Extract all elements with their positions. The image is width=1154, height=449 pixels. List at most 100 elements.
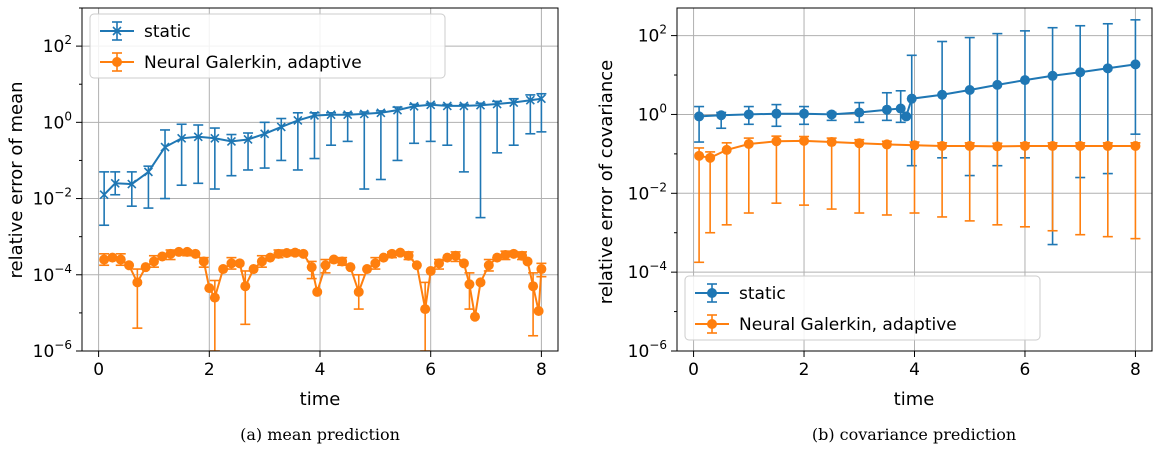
data-point xyxy=(528,281,539,292)
data-point xyxy=(434,258,444,269)
data-point xyxy=(854,107,865,118)
legend-item-adaptive: Neural Galerkin, adaptive xyxy=(100,52,362,73)
data-point xyxy=(234,258,245,269)
data-point xyxy=(1102,63,1113,74)
data-point xyxy=(243,134,253,145)
data-point xyxy=(190,248,201,259)
data-point xyxy=(409,101,419,111)
legend-label: Neural Galerkin, adaptive xyxy=(144,53,362,73)
data-point xyxy=(143,167,153,177)
data-point xyxy=(771,136,782,147)
data-point xyxy=(99,190,109,200)
data-point xyxy=(771,108,782,119)
data-point xyxy=(475,277,486,288)
legend-label: static xyxy=(739,284,786,304)
data-point xyxy=(378,252,389,263)
data-point xyxy=(248,264,259,275)
data-point xyxy=(458,258,469,269)
legend-box xyxy=(89,13,446,79)
data-point xyxy=(343,110,353,120)
data-point xyxy=(209,292,220,303)
data-point xyxy=(312,286,323,297)
data-point xyxy=(173,246,184,257)
data-point xyxy=(328,254,339,265)
data-point xyxy=(525,95,535,105)
series-layer xyxy=(694,19,1141,264)
y-tick-label: 10−2 xyxy=(33,186,72,210)
x-tick-label: 8 xyxy=(1130,360,1141,380)
data-point xyxy=(127,179,137,189)
data-point xyxy=(1019,75,1030,86)
legend-item-static: static xyxy=(100,21,191,42)
data-point xyxy=(992,79,1003,90)
data-point xyxy=(492,99,502,109)
data-point xyxy=(115,254,126,265)
data-point xyxy=(132,277,143,288)
x-tick-label: 4 xyxy=(315,360,326,380)
legend-marker xyxy=(112,26,122,36)
y-tick-label: 10−4 xyxy=(628,259,667,283)
y-tick-label: 10−4 xyxy=(33,262,72,286)
y-axis-label: relative error of covariance xyxy=(596,60,617,304)
data-point xyxy=(411,260,422,271)
data-point xyxy=(425,265,436,276)
data-point xyxy=(320,260,331,271)
data-point xyxy=(909,140,920,151)
caption: (b) covariance prediction xyxy=(812,425,1016,444)
legend-label: static xyxy=(144,22,191,42)
y-tick-label: 102 xyxy=(43,33,72,57)
data-point xyxy=(854,138,865,149)
data-point xyxy=(799,135,810,146)
data-point xyxy=(240,281,251,292)
data-point xyxy=(226,258,237,269)
data-point xyxy=(353,286,364,297)
data-point xyxy=(1102,140,1113,151)
data-point xyxy=(450,250,461,261)
panel-covariance: 0 2 4 6 8 10−6 10−4 10−2 100 102 time relative er… xyxy=(596,7,1153,444)
legend-marker xyxy=(112,57,122,67)
y-tick-label: 100 xyxy=(43,109,72,133)
series-static xyxy=(694,19,1141,246)
x-tick-label: 2 xyxy=(799,360,810,380)
data-point xyxy=(260,129,270,139)
data-point xyxy=(705,152,716,163)
data-point xyxy=(483,260,494,271)
y-axis-label: relative error of mean xyxy=(6,81,27,278)
x-tick-label: 0 xyxy=(93,360,104,380)
series-adaptive xyxy=(694,135,1141,264)
data-point xyxy=(522,256,533,267)
data-point xyxy=(157,251,168,262)
data-point xyxy=(337,256,348,267)
x-axis-label: time xyxy=(300,389,341,410)
x-tick-label: 4 xyxy=(909,360,920,380)
caption: (a) mean prediction xyxy=(240,425,400,444)
data-point xyxy=(395,247,406,258)
data-point xyxy=(536,94,546,104)
x-tick-label: 6 xyxy=(425,360,436,380)
data-point xyxy=(265,252,276,263)
x-tick-label: 0 xyxy=(688,360,699,380)
data-point xyxy=(799,108,810,119)
data-point xyxy=(193,132,203,142)
data-point xyxy=(881,104,892,115)
data-point xyxy=(140,262,151,273)
data-point xyxy=(1047,70,1058,81)
data-point xyxy=(160,142,170,152)
data-point xyxy=(906,93,917,104)
data-point xyxy=(256,256,267,267)
legend-item-static: static xyxy=(695,283,786,304)
data-point xyxy=(182,246,193,257)
data-point xyxy=(964,140,975,151)
data-point xyxy=(442,101,452,111)
data-point xyxy=(716,110,727,121)
y-tick-label: 10−2 xyxy=(628,180,667,204)
data-point xyxy=(198,256,209,267)
data-point xyxy=(464,279,475,290)
series-layer xyxy=(99,92,547,351)
data-point xyxy=(964,85,975,96)
data-point xyxy=(937,140,948,151)
data-point xyxy=(426,100,436,110)
x-tick-label: 8 xyxy=(536,360,547,380)
y-tick-label: 102 xyxy=(638,23,667,47)
data-point xyxy=(992,141,1003,152)
